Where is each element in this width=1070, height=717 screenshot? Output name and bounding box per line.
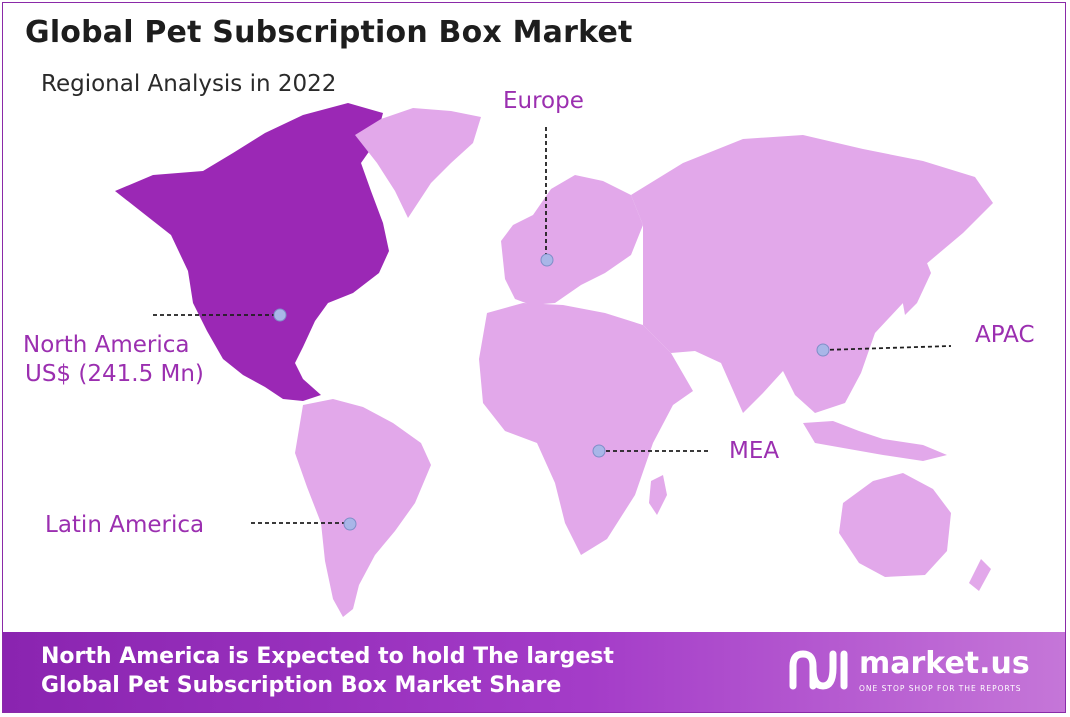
label-mea: MEA — [729, 437, 779, 466]
leader-line-apac — [822, 345, 952, 351]
region-north-america[interactable] — [115, 103, 389, 401]
marker-apac[interactable] — [816, 343, 830, 357]
market-us-logo-icon — [789, 650, 848, 690]
region-greenland — [355, 108, 481, 218]
page-title: Global Pet Subscription Box Market — [25, 15, 633, 50]
label-mea-text: MEA — [729, 438, 780, 464]
page-subtitle: Regional Analysis in 2022 — [41, 71, 337, 97]
label-north-america-text: North America — [23, 332, 190, 358]
label-apac-text: APAC — [975, 322, 1035, 348]
brand-block[interactable]: market.us ONE STOP SHOP FOR THE REPORTS — [787, 646, 1037, 702]
footer-line-1: North America is Expected to hold The la… — [41, 644, 614, 669]
region-europe[interactable] — [501, 175, 643, 305]
label-latin-america: Latin America — [45, 511, 204, 540]
marker-europe[interactable] — [540, 253, 554, 267]
label-europe-text: Europe — [503, 88, 584, 114]
marker-north-america[interactable] — [273, 308, 287, 322]
label-latin-america-text: Latin America — [45, 512, 205, 538]
region-australia — [839, 473, 951, 577]
label-europe: Europe — [503, 87, 584, 116]
region-mea[interactable] — [479, 303, 693, 555]
region-new-zealand — [969, 559, 991, 591]
brand-tagline: ONE STOP SHOP FOR THE REPORTS — [859, 684, 1022, 693]
region-madagascar — [649, 475, 667, 515]
label-apac: APAC — [975, 321, 1035, 350]
brand-name: market.us — [859, 646, 1030, 681]
marker-mea[interactable] — [592, 444, 606, 458]
footer-line-2: Global Pet Subscription Box Market Share — [41, 673, 562, 699]
world-map — [115, 103, 993, 617]
label-north-america-value: US$ (241.5 Mn) — [25, 360, 204, 387]
region-japan — [901, 253, 931, 315]
region-latin-america[interactable] — [295, 399, 431, 617]
region-southeast-asia-islands — [803, 421, 947, 461]
footer-message: North America is Expected to hold The la… — [41, 642, 614, 700]
label-north-america: North America US$ (241.5 Mn) — [23, 331, 204, 389]
footer-banner: North America is Expected to hold The la… — [3, 632, 1065, 712]
marker-latin-america[interactable] — [343, 517, 357, 531]
region-apac[interactable] — [631, 135, 993, 413]
